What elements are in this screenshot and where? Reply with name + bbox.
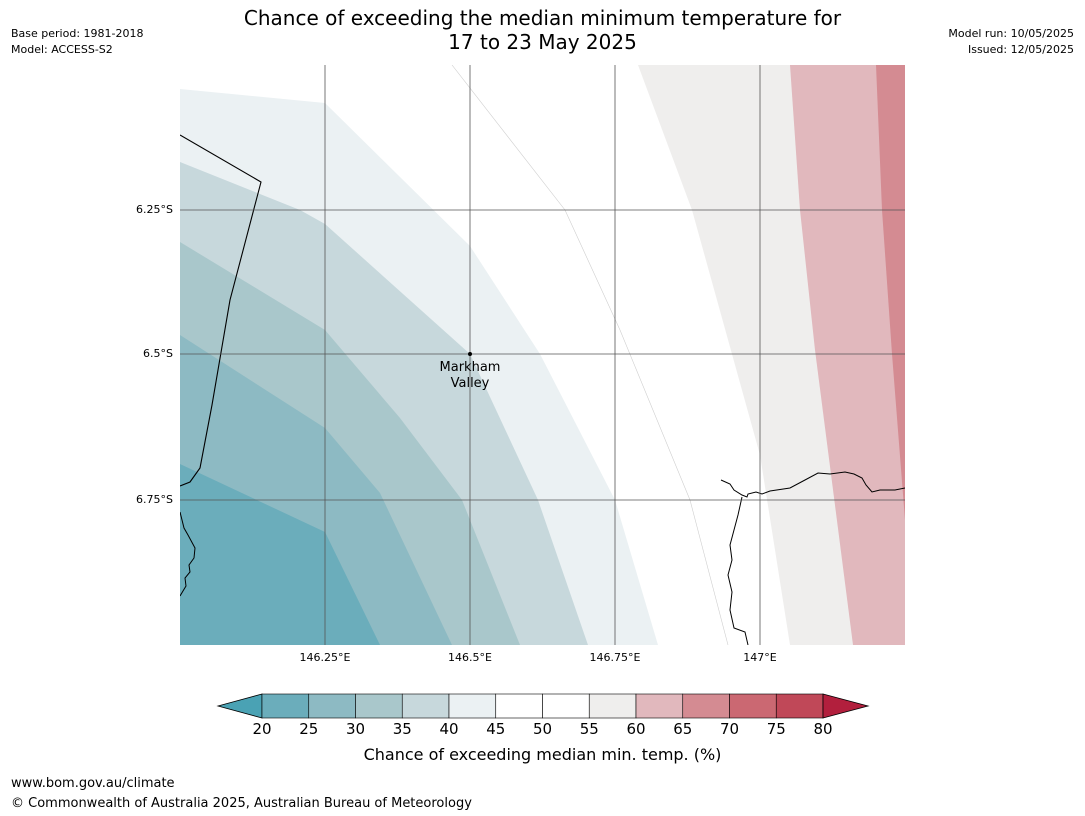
place-label: Markham Valley <box>410 360 530 392</box>
map-title-line1: Chance of exceeding the median minimum t… <box>243 6 842 30</box>
colorbar-extend-high <box>822 693 870 719</box>
gridlines <box>180 65 905 645</box>
coastline-west <box>180 511 196 597</box>
meta-left: Base period: 1981-2018 Model: ACCESS-S2 <box>11 26 143 58</box>
contour-line-50 <box>451 65 729 645</box>
coastline-east <box>720 471 905 498</box>
footer-copyright: © Commonwealth of Australia 2025, Austra… <box>11 796 472 811</box>
colorbar-tick-label: 50 <box>532 720 553 738</box>
border-line <box>180 134 262 487</box>
map-title-line2: 17 to 23 May 2025 <box>448 30 637 54</box>
lat-tick-6-25: 6.25°S <box>136 203 173 216</box>
colorbar-tick-label: 20 <box>252 720 272 738</box>
colorbar-tick-label: 70 <box>719 720 740 738</box>
colorbar-box <box>588 693 637 719</box>
colorbar-tick-label: 35 <box>392 720 412 738</box>
lon-tick-147: 147°E <box>743 651 777 664</box>
colorbar-tick-label: 30 <box>345 720 366 738</box>
footer-url[interactable]: www.bom.gov.au/climate <box>11 776 175 791</box>
lon-tick-146-5: 146.5°E <box>448 651 492 664</box>
place-marker <box>468 352 472 356</box>
colorbar-box <box>261 693 310 719</box>
colorbar-box <box>401 693 450 719</box>
fill-20-25 <box>180 464 380 645</box>
base-period: Base period: 1981-2018 <box>11 27 144 40</box>
colorbar <box>216 693 870 719</box>
colorbar-tick-label: 80 <box>813 720 833 738</box>
colorbar-title: Chance of exceeding median min. temp. (%… <box>363 745 722 764</box>
place-name-line2: Valley <box>450 376 490 391</box>
colorbar-box <box>729 693 777 719</box>
coastline-south <box>727 496 749 645</box>
colorbar-box <box>635 693 684 719</box>
colorbar-box <box>775 693 824 719</box>
colorbar-tick-label: 65 <box>673 720 693 738</box>
colorbar-tick-label: 75 <box>766 720 786 738</box>
colorbar-tick-label: 40 <box>439 720 459 738</box>
colorbar-box <box>682 693 730 719</box>
meta-right: Model run: 10/05/2025 Issued: 12/05/2025 <box>948 26 1074 58</box>
colorbar-extend-low <box>216 693 263 719</box>
colorbar-box <box>495 693 543 719</box>
fill-65-70 <box>876 65 905 520</box>
colorbar-box <box>308 693 356 719</box>
colorbar-box <box>355 693 403 719</box>
lon-tick-146-75: 146.75°E <box>589 651 641 664</box>
map-title: Chance of exceeding the median minimum t… <box>0 6 1085 54</box>
lat-tick-6-5: 6.5°S <box>143 347 173 360</box>
place-name-line1: Markham <box>439 360 501 375</box>
colorbar-boxes <box>261 693 824 719</box>
model-name: Model: ACCESS-S2 <box>11 43 113 56</box>
colorbar-box <box>542 693 590 719</box>
model-run: Model run: 10/05/2025 <box>948 27 1074 40</box>
lat-tick-6-75: 6.75°S <box>136 493 173 506</box>
colorbar-tick-label: 25 <box>299 720 319 738</box>
colorbar-tick-label: 55 <box>579 720 599 738</box>
lon-tick-146-25: 146.25°E <box>299 651 351 664</box>
colorbar-tick-label: 60 <box>626 720 646 738</box>
colorbar-box <box>448 693 497 719</box>
colorbar-tick-label: 45 <box>486 720 506 738</box>
issued-date: Issued: 12/05/2025 <box>967 43 1074 56</box>
contour-fills <box>180 65 905 645</box>
